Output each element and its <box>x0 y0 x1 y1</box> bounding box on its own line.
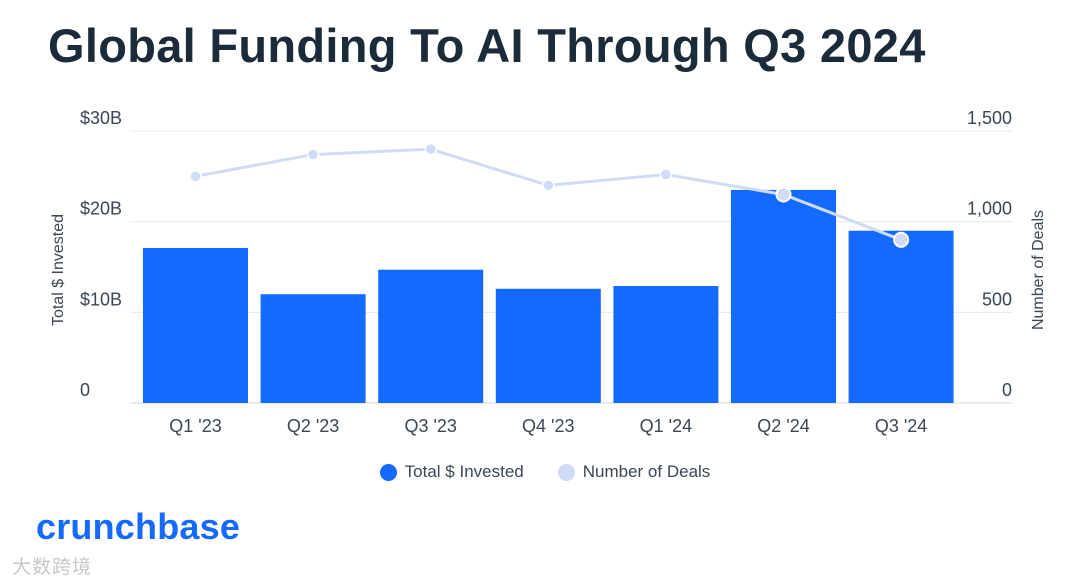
deals-point <box>306 148 320 161</box>
deals-point <box>659 168 673 181</box>
x-tick-label: Q3 '24 <box>875 416 927 436</box>
x-tick-label: Q3 '23 <box>404 416 456 436</box>
deals-point <box>189 170 202 183</box>
y2-axis-label: Number of Deals <box>1030 210 1047 330</box>
bar <box>495 288 601 403</box>
right-axis-ticks: 0 500 1,000 1,500 <box>967 108 1012 400</box>
left-axis-ticks: 0 $10B $20B $30B <box>80 108 122 400</box>
legend: Total $ Invested Number of Deals <box>0 462 1080 482</box>
x-axis-ticks: Q1 '23 Q2 '23 Q3 '23 Q4 '23 Q1 '24 Q2 '24 Q3 '… <box>169 416 927 436</box>
deals-point <box>424 142 437 156</box>
x-tick-label: Q2 '23 <box>287 416 339 436</box>
y2-tick-label: 500 <box>982 289 1012 309</box>
x-tick-label: Q1 '24 <box>640 416 692 436</box>
y-tick-label: $10B <box>80 289 122 309</box>
watermark: 大数跨境 <box>12 557 93 578</box>
line-series <box>189 142 910 248</box>
x-tick-label: Q4 '23 <box>522 416 574 436</box>
crunchbase-logo: crunchbase <box>36 506 241 547</box>
y-axis-label: Total $ Invested <box>50 214 67 326</box>
deals-point <box>775 186 792 203</box>
bar <box>143 247 248 403</box>
legend-line-swatch <box>557 463 575 481</box>
bar <box>260 294 366 403</box>
y2-tick-label: 1,500 <box>967 108 1012 128</box>
x-tick-label: Q2 '24 <box>757 416 809 436</box>
bar-series <box>143 189 954 403</box>
legend-item-invested: Total $ Invested <box>379 462 524 482</box>
legend-label: Total $ Invested <box>404 462 524 481</box>
deals-point <box>542 179 555 192</box>
chart-title: Global Funding To AI Through Q3 2024 <box>48 19 926 72</box>
deals-point <box>893 231 910 248</box>
bar <box>731 189 836 403</box>
x-tick-label: Q1 '23 <box>169 416 221 436</box>
bar <box>848 230 954 403</box>
legend-item-deals: Number of Deals <box>557 462 711 482</box>
legend-label: Number of Deals <box>582 462 711 481</box>
bar <box>378 269 484 403</box>
y2-tick-label: 0 <box>1002 380 1012 400</box>
y-tick-label: $30B <box>80 108 122 128</box>
y-tick-label: 0 <box>80 380 90 400</box>
legend-bar-swatch <box>379 463 397 481</box>
bar <box>613 286 719 403</box>
y2-tick-label: 1,000 <box>967 199 1012 219</box>
y-tick-label: $20B <box>80 199 122 219</box>
